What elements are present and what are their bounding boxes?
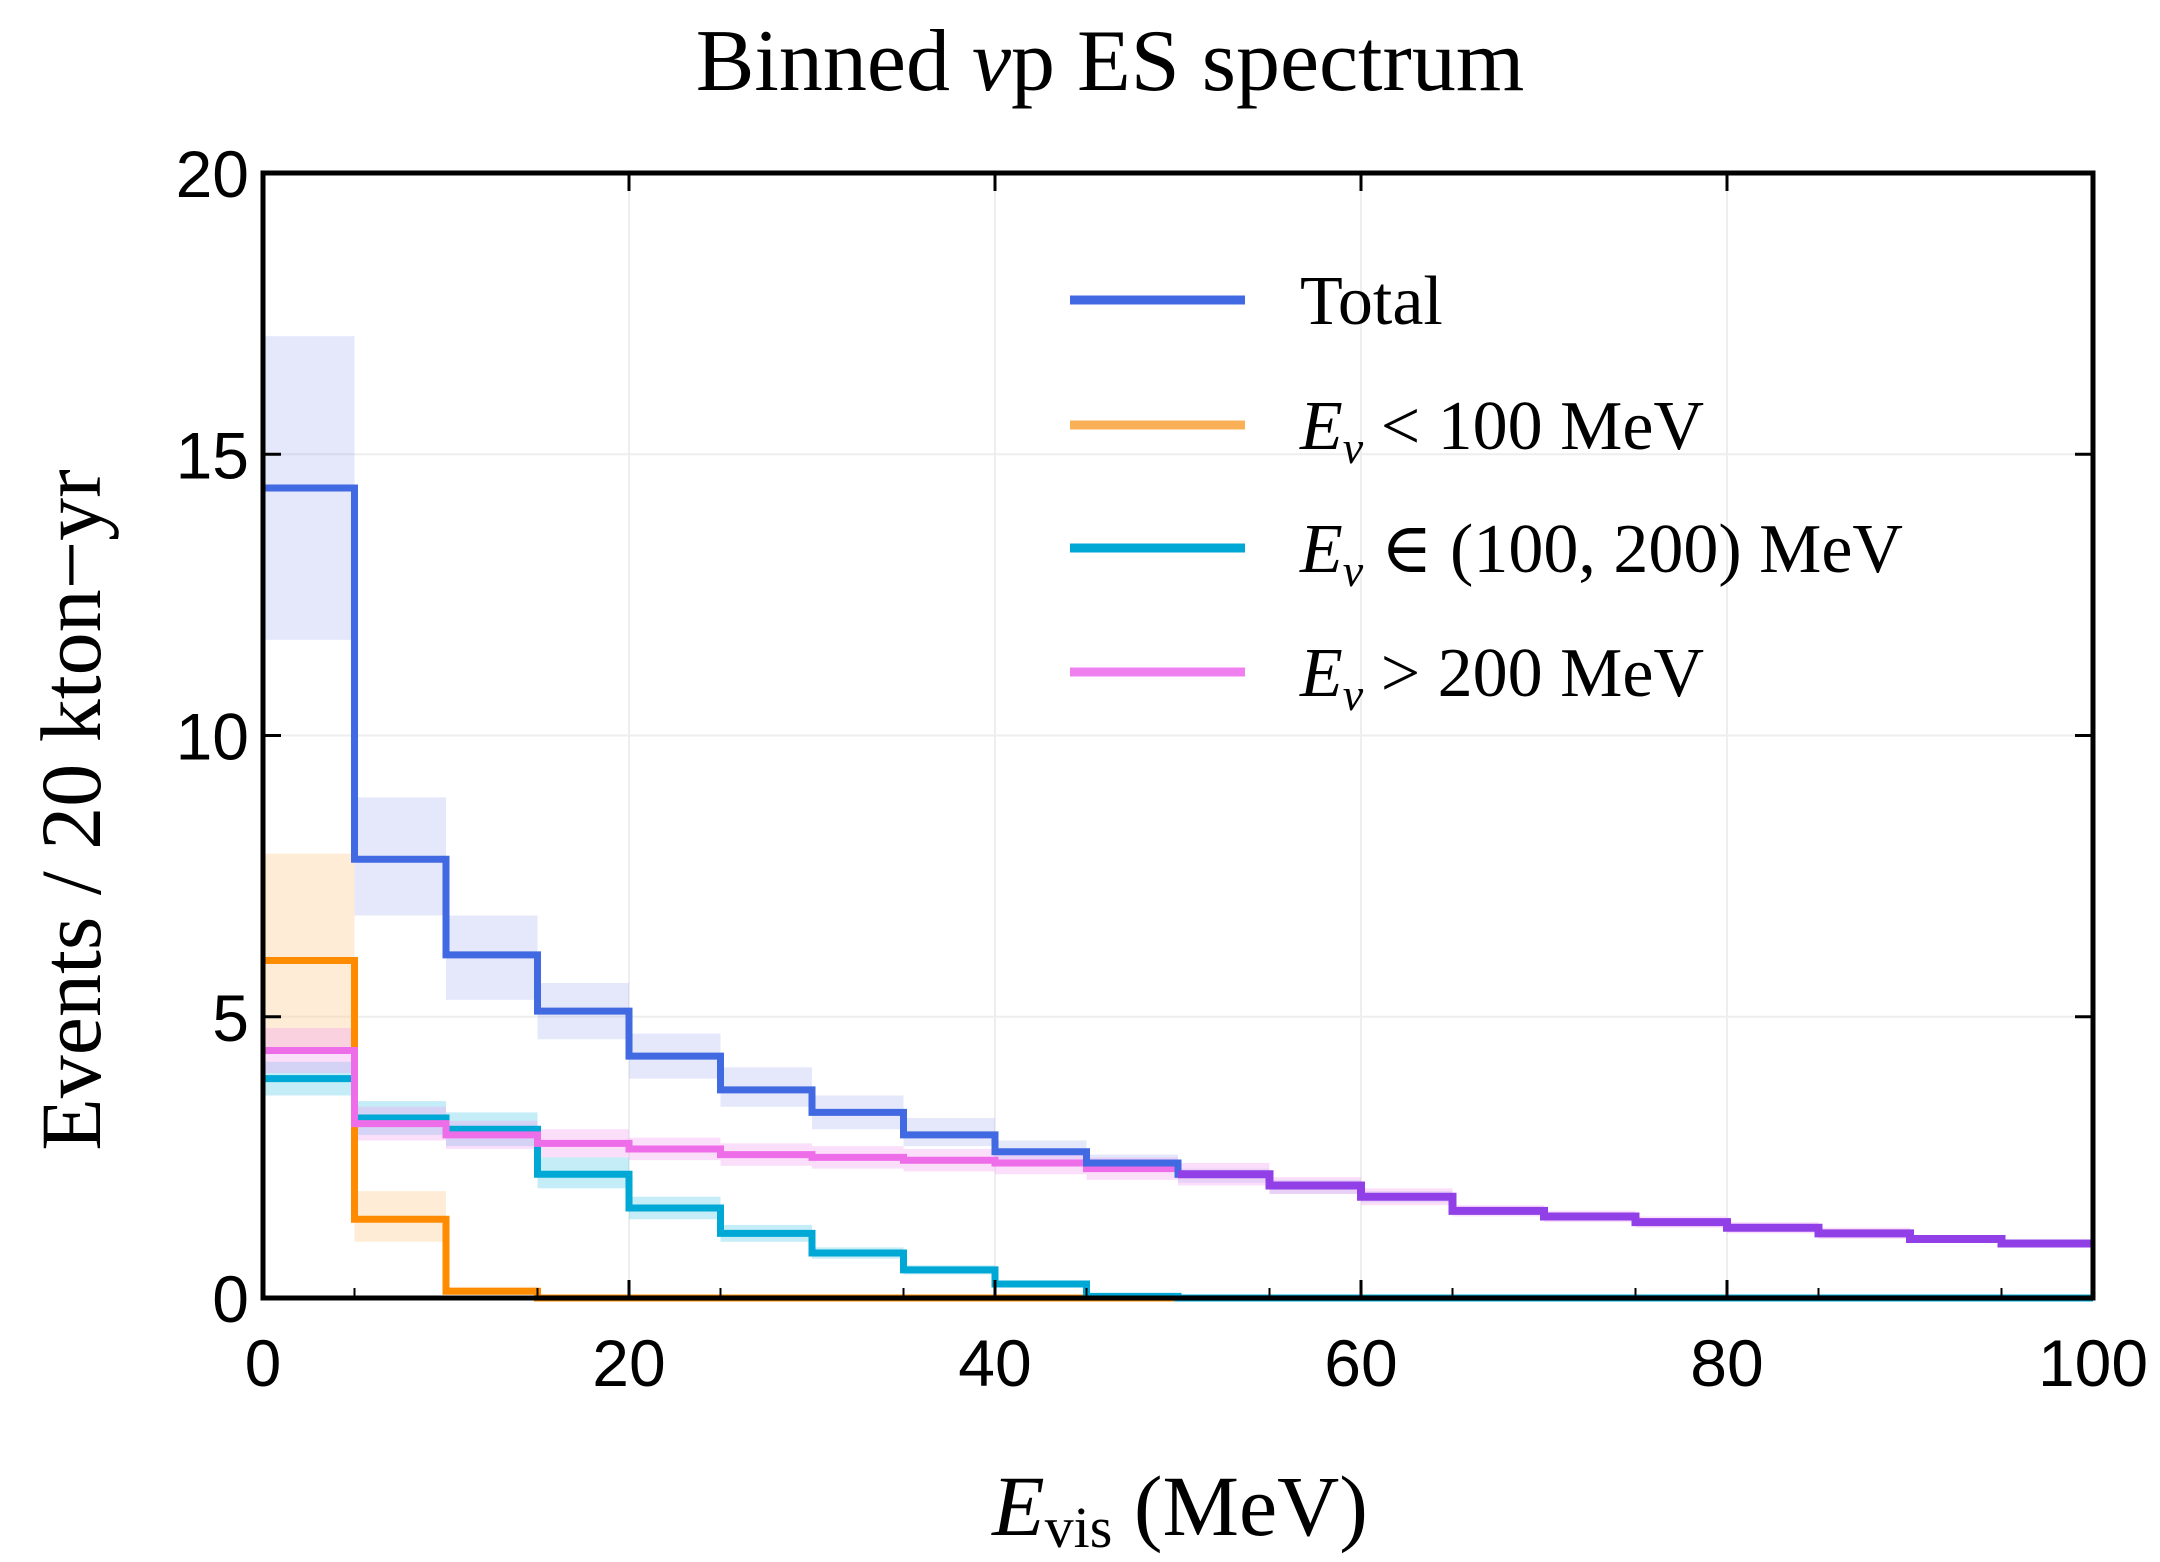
- x-axis-label-sub: vis: [1045, 1495, 1113, 1560]
- legend-label-2: Eν ∈ (100, 200) MeV: [1299, 511, 1903, 596]
- legend-label-1: Eν < 100 MeV: [1299, 388, 1704, 473]
- y-tick-label: 20: [176, 137, 249, 211]
- x-tick-label: 40: [958, 1326, 1031, 1400]
- overlap-line: [1178, 1170, 2093, 1248]
- y-tick-label: 0: [212, 1262, 249, 1336]
- band-rect-1: [263, 853, 355, 1051]
- title-p: p: [1011, 13, 1055, 110]
- y-tick-label: 10: [176, 700, 249, 774]
- y-axis-label: Events / 20 kton−yr: [23, 469, 119, 1151]
- title-prefix: Binned: [696, 13, 972, 110]
- x-tick-label: 0: [245, 1326, 282, 1400]
- x-tick-label: 100: [2038, 1326, 2148, 1400]
- x-axis-label-e: E: [990, 1458, 1045, 1554]
- y-tick-label: 15: [176, 418, 249, 492]
- legend-label-0: Total: [1300, 263, 1443, 340]
- title-nu: ν: [972, 13, 1012, 110]
- chart-title: Binned νp ES spectrum: [696, 13, 1525, 110]
- legend: Total Eν < 100 MeV Eν ∈ (100, 200) MeV Eν >…: [1070, 263, 1903, 720]
- x-axis-label-unit: (MeV): [1112, 1458, 1368, 1554]
- y-tick-label: 5: [212, 981, 249, 1055]
- legend-label-3: Eν > 200 MeV: [1299, 635, 1704, 720]
- x-tick-label: 20: [592, 1326, 665, 1400]
- x-tick-label: 60: [1324, 1326, 1397, 1400]
- x-axis-label: Evis (MeV): [990, 1458, 1368, 1560]
- x-tick-label: 80: [1690, 1326, 1763, 1400]
- axis-ticks: 0 20 40 60 80 100 0 5 10 15 20: [176, 137, 2148, 1400]
- title-suffix: ES spectrum: [1055, 13, 1524, 110]
- histogram-lines: [263, 484, 2093, 1302]
